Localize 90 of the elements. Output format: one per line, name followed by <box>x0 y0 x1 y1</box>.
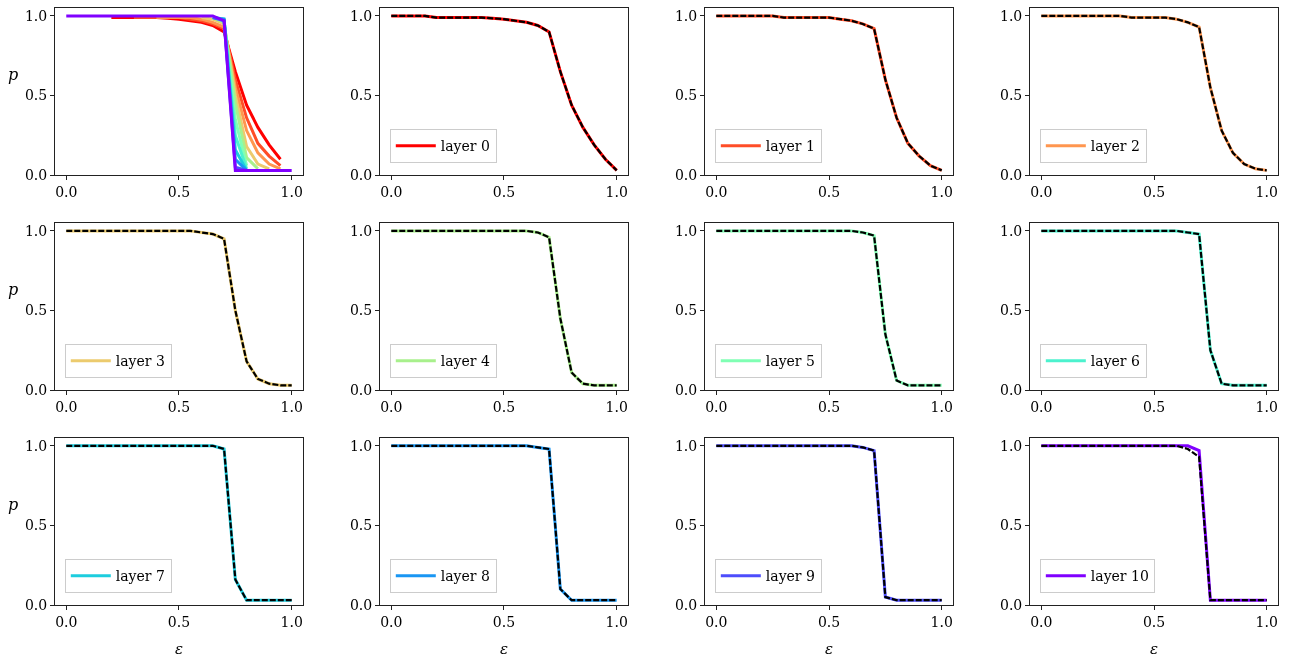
x-tick-label: 1.0 <box>605 613 628 630</box>
x-tick-label: 0.0 <box>1030 183 1053 200</box>
y-tick-label: 0.0 <box>999 167 1023 184</box>
x-tick-label: 1.0 <box>1255 613 1278 630</box>
y-tick-label: 1.0 <box>999 7 1023 24</box>
x-tick-label: 0.0 <box>55 398 78 415</box>
x-tick-label: 1.0 <box>605 398 628 415</box>
x-tick-label: 1.0 <box>605 183 628 200</box>
y-tick-label: 0.0 <box>349 167 373 184</box>
y-tick-label: 1.0 <box>24 7 48 24</box>
y-tick-label: 0.5 <box>24 517 48 534</box>
y-tick-label: 0.5 <box>999 517 1023 534</box>
y-tick-label: 0.5 <box>674 517 698 534</box>
y-tick-label: 1.0 <box>349 7 373 24</box>
y-tick-label: 0.0 <box>674 167 698 184</box>
x-tick-label: 1.0 <box>280 398 303 415</box>
y-axis-title: p <box>8 280 19 299</box>
y-tick-label: 0.0 <box>24 381 48 398</box>
y-tick-label: 0.5 <box>674 302 698 319</box>
x-tick-label: 1.0 <box>1255 398 1278 415</box>
y-tick-label: 0.5 <box>24 302 48 319</box>
x-axis-title: ε <box>500 640 509 658</box>
x-axis-title: ε <box>175 640 184 658</box>
x-tick-label: 0.5 <box>1142 398 1166 415</box>
y-tick-label: 0.0 <box>24 596 48 613</box>
legend-label: layer 6 <box>1090 353 1140 370</box>
x-tick-label: 0.0 <box>55 613 78 630</box>
x-tick-label: 0.0 <box>55 183 78 200</box>
legend-label: layer 1 <box>765 138 815 155</box>
y-tick-label: 0.0 <box>349 381 373 398</box>
x-tick-label: 0.0 <box>380 398 403 415</box>
legend-label: layer 3 <box>115 353 165 370</box>
legend-label: layer 0 <box>440 138 490 155</box>
x-tick-label: 0.0 <box>705 398 728 415</box>
x-tick-label: 1.0 <box>280 613 303 630</box>
x-tick-label: 0.0 <box>705 613 728 630</box>
x-tick-label: 0.0 <box>380 613 403 630</box>
y-tick-label: 0.5 <box>999 302 1023 319</box>
x-axis-title: ε <box>825 640 834 658</box>
y-tick-label: 1.0 <box>674 222 698 239</box>
y-tick-label: 1.0 <box>674 437 698 454</box>
y-axis-title: p <box>8 65 19 84</box>
x-tick-label: 1.0 <box>1255 183 1278 200</box>
y-tick-label: 1.0 <box>24 437 48 454</box>
x-tick-label: 0.5 <box>492 613 516 630</box>
x-tick-label: 0.0 <box>1030 398 1053 415</box>
y-tick-label: 0.0 <box>999 381 1023 398</box>
x-axis-title: ε <box>1150 640 1159 658</box>
y-tick-label: 0.5 <box>999 87 1023 104</box>
legend-label: layer 4 <box>440 353 490 370</box>
y-tick-label: 1.0 <box>24 222 48 239</box>
x-tick-label: 0.5 <box>492 398 516 415</box>
y-tick-label: 0.5 <box>674 87 698 104</box>
x-tick-label: 0.0 <box>380 183 403 200</box>
y-tick-label: 0.0 <box>674 596 698 613</box>
y-tick-label: 0.0 <box>349 596 373 613</box>
x-tick-label: 0.5 <box>1142 183 1166 200</box>
x-tick-label: 0.5 <box>167 398 191 415</box>
y-tick-label: 1.0 <box>349 222 373 239</box>
x-tick-label: 0.5 <box>1142 613 1166 630</box>
x-tick-label: 0.0 <box>1030 613 1053 630</box>
y-tick-label: 1.0 <box>674 7 698 24</box>
y-tick-label: 0.0 <box>24 167 48 184</box>
legend-label: layer 5 <box>765 353 815 370</box>
x-tick-label: 0.5 <box>817 398 841 415</box>
legend-label: layer 7 <box>115 568 165 585</box>
x-tick-label: 0.5 <box>492 183 516 200</box>
legend-label: layer 2 <box>1090 138 1140 155</box>
y-tick-label: 1.0 <box>349 437 373 454</box>
y-tick-label: 0.5 <box>349 517 373 534</box>
y-tick-label: 0.5 <box>349 302 373 319</box>
x-tick-label: 0.5 <box>817 613 841 630</box>
y-tick-label: 0.5 <box>349 87 373 104</box>
y-tick-label: 0.5 <box>24 87 48 104</box>
x-tick-label: 1.0 <box>280 183 303 200</box>
legend-label: layer 9 <box>765 568 815 585</box>
x-tick-label: 1.0 <box>930 613 953 630</box>
y-tick-label: 0.0 <box>674 381 698 398</box>
y-tick-label: 1.0 <box>999 437 1023 454</box>
x-tick-label: 0.0 <box>705 183 728 200</box>
y-axis-title: p <box>8 495 19 514</box>
legend-label: layer 8 <box>440 568 490 585</box>
y-tick-label: 0.0 <box>999 596 1023 613</box>
x-tick-label: 1.0 <box>930 183 953 200</box>
x-tick-label: 0.5 <box>167 613 191 630</box>
legend-label: layer 10 <box>1090 568 1149 585</box>
y-tick-label: 1.0 <box>999 222 1023 239</box>
x-tick-label: 1.0 <box>930 398 953 415</box>
x-tick-label: 0.5 <box>167 183 191 200</box>
x-tick-label: 0.5 <box>817 183 841 200</box>
